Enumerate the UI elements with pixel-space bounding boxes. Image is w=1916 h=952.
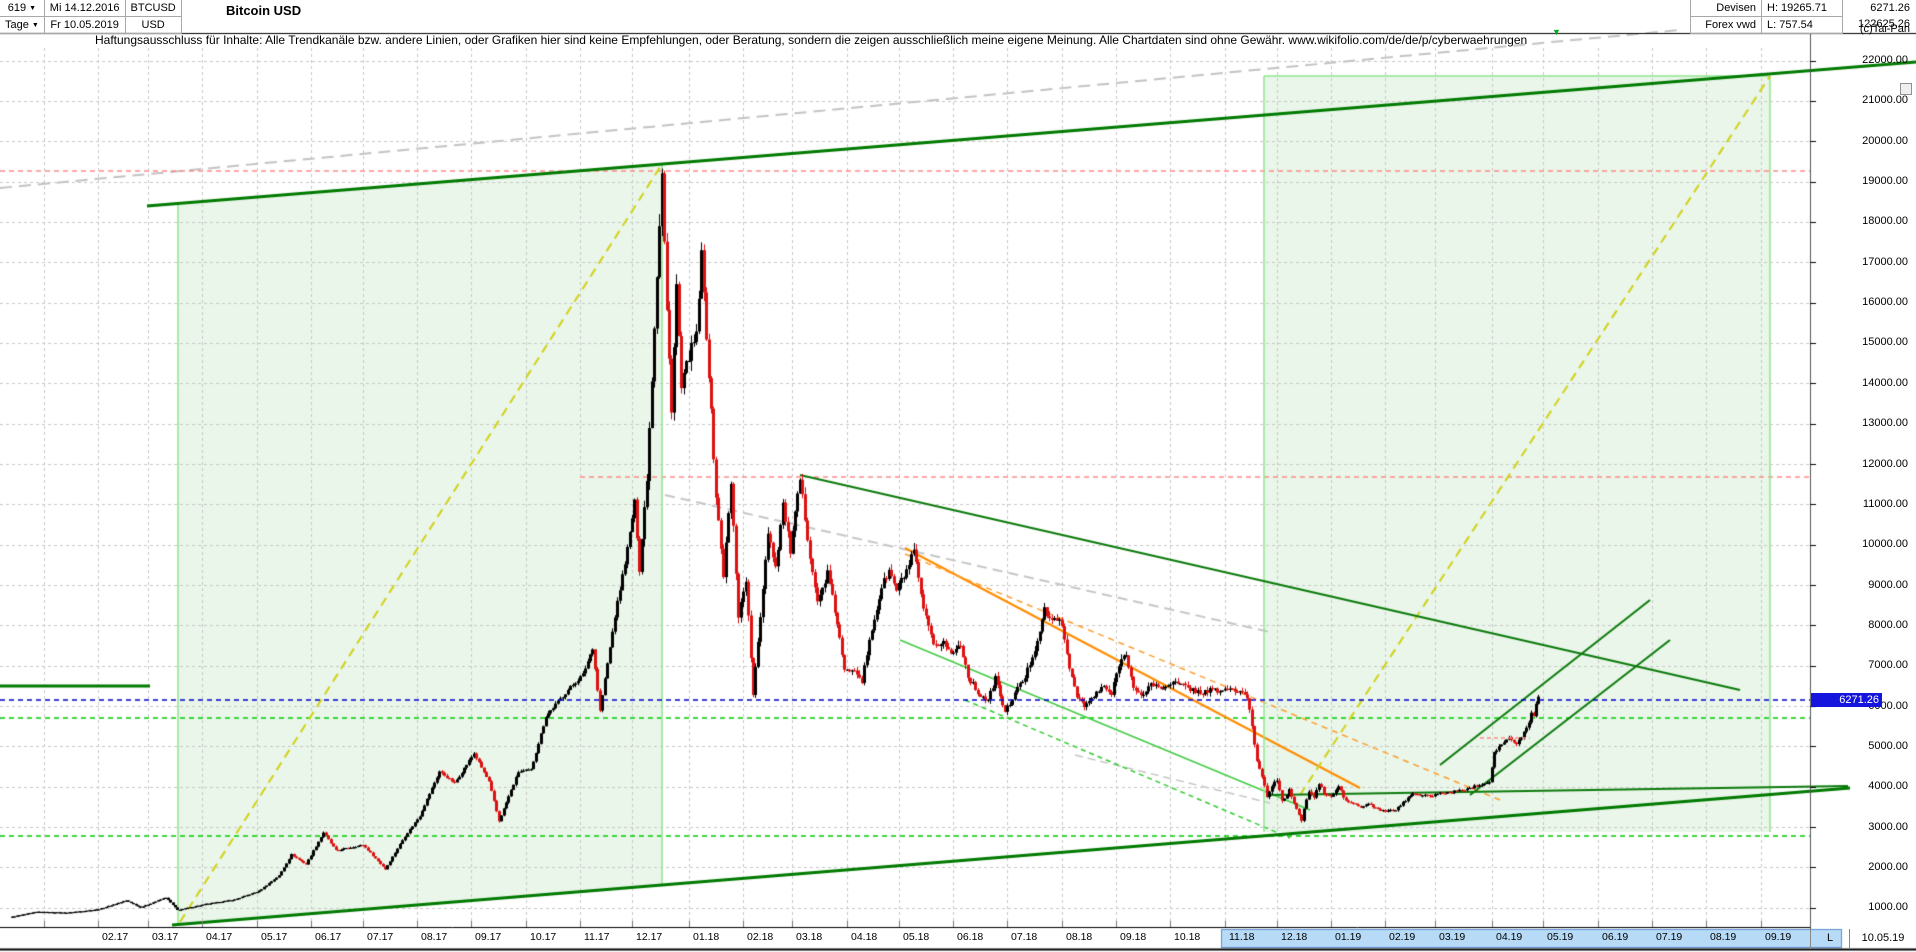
x-axis-label: 12.17: [636, 931, 663, 943]
x-axis-label: 08.19: [1710, 931, 1737, 943]
x-axis-label: 07.17: [367, 931, 394, 943]
bottom-right-cells: L 10.05.19: [1810, 929, 1916, 949]
x-axis-label: 06.19: [1602, 931, 1629, 943]
x-axis-label: 05.19: [1547, 931, 1574, 943]
y-axis-label: 11000.00: [1862, 497, 1908, 510]
last-price-tag: 6271.26: [1811, 693, 1882, 707]
x-axis-label: 03.19: [1439, 931, 1466, 943]
y-axis-label: 8000.00: [1868, 618, 1908, 631]
x-axis-label: 03.17: [152, 931, 179, 943]
x-axis-label: 12.18: [1281, 931, 1308, 943]
copyright-label: (c)Tai-Pan: [1859, 23, 1910, 35]
x-axis-label: 04.17: [206, 931, 233, 943]
y-axis-label: 21000.00: [1862, 94, 1908, 107]
last-price-value: 6271.26: [1870, 2, 1910, 14]
period-dropdown[interactable]: Tage ▼: [0, 17, 44, 34]
x-axis-label: 10.18: [1174, 931, 1201, 943]
x-axis-label: 08.18: [1066, 931, 1093, 943]
page-title: Bitcoin USD: [226, 3, 302, 18]
high-value: H: 19265.71: [1762, 0, 1842, 17]
y-axis-label: 16000.00: [1862, 296, 1908, 309]
source-feed: Forex vwd: [1691, 17, 1761, 34]
chevron-down-icon: ▼: [29, 4, 37, 12]
date-from-field[interactable]: Mi 14.12.2016: [44, 0, 125, 17]
y-axis-label: 20000.00: [1862, 134, 1908, 147]
x-axis-label: 11.18: [1229, 931, 1255, 943]
y-axis-label: 9000.00: [1868, 578, 1908, 591]
period-value: Tage: [5, 19, 29, 31]
x-axis-label: 11.17: [584, 931, 610, 943]
x-axis-label: 09.18: [1120, 931, 1147, 943]
chevron-down-icon: ▼: [31, 21, 39, 29]
x-axis-label: 01.18: [693, 931, 720, 943]
y-axis-label: 14000.00: [1862, 376, 1908, 389]
y-axis-label: 13000.00: [1862, 417, 1908, 430]
last-bar-marker: L: [1810, 929, 1849, 949]
x-axis-label: 06.17: [315, 931, 342, 943]
volume-value: 122625.26: [1858, 18, 1910, 30]
symbol-field[interactable]: BTCUSD: [125, 0, 181, 17]
y-axis-label: 7000.00: [1868, 659, 1908, 672]
chart-settings-header: 619 ▼ Tage ▼ Mi 14.12.2016 Fr 10.05.2019…: [0, 0, 182, 34]
x-axis-label: 09.19: [1765, 931, 1792, 943]
y-axis-label: 19000.00: [1862, 175, 1908, 188]
x-axis-label: 05.17: [261, 931, 288, 943]
x-axis-label: 02.17: [102, 931, 129, 943]
y-axis-label: 4000.00: [1868, 780, 1908, 793]
bars-count-value: 619: [7, 2, 27, 14]
x-axis-label: 04.18: [851, 931, 878, 943]
bars-count-dropdown[interactable]: 619 ▼: [0, 0, 44, 17]
last-bar-date: 10.05.19: [1849, 929, 1916, 949]
disclaimer-text: Haftungsausschluss für Inhalte: Alle Tre…: [95, 33, 1528, 47]
x-axis-label: 06.18: [957, 931, 984, 943]
y-axis-label: 3000.00: [1868, 820, 1908, 833]
x-axis-label: 09.17: [475, 931, 502, 943]
y-axis-label: 1000.00: [1868, 901, 1908, 914]
low-value: L: 757.54: [1762, 17, 1842, 34]
x-axis-label: 05.18: [903, 931, 930, 943]
x-axis-label: 07.18: [1011, 931, 1038, 943]
y-axis-label: 18000.00: [1862, 215, 1908, 228]
y-axis-label: 22000.00: [1862, 54, 1908, 66]
y-axis-label: 15000.00: [1862, 336, 1908, 349]
x-axis-label: 08.17: [421, 931, 448, 943]
y-axis-label: 17000.00: [1862, 255, 1908, 268]
x-axis-label: 04.19: [1496, 931, 1523, 943]
x-axis-label: 03.18: [796, 931, 823, 943]
scroll-position-marker-icon[interactable]: ▼: [1552, 27, 1561, 37]
x-axis-label: 02.19: [1389, 931, 1416, 943]
y-axis-label: 5000.00: [1868, 739, 1908, 752]
y-axis-label: 2000.00: [1868, 861, 1908, 873]
x-axis-label: 02.18: [747, 931, 774, 943]
quote-info-header: Devisen Forex vwd H: 19265.71 L: 757.54 …: [1690, 0, 1915, 34]
y-axis-label: 12000.00: [1862, 457, 1908, 470]
currency-field: USD: [125, 17, 181, 34]
y-axis-label: 10000.00: [1862, 538, 1908, 551]
x-axis-label: 10.17: [530, 931, 557, 943]
date-to-field[interactable]: Fr 10.05.2019: [44, 17, 125, 34]
source-name: Devisen: [1691, 0, 1761, 17]
x-axis-label: 07.19: [1656, 931, 1683, 943]
resize-gripper[interactable]: [1900, 83, 1912, 95]
x-axis-label: 01.19: [1335, 931, 1362, 943]
